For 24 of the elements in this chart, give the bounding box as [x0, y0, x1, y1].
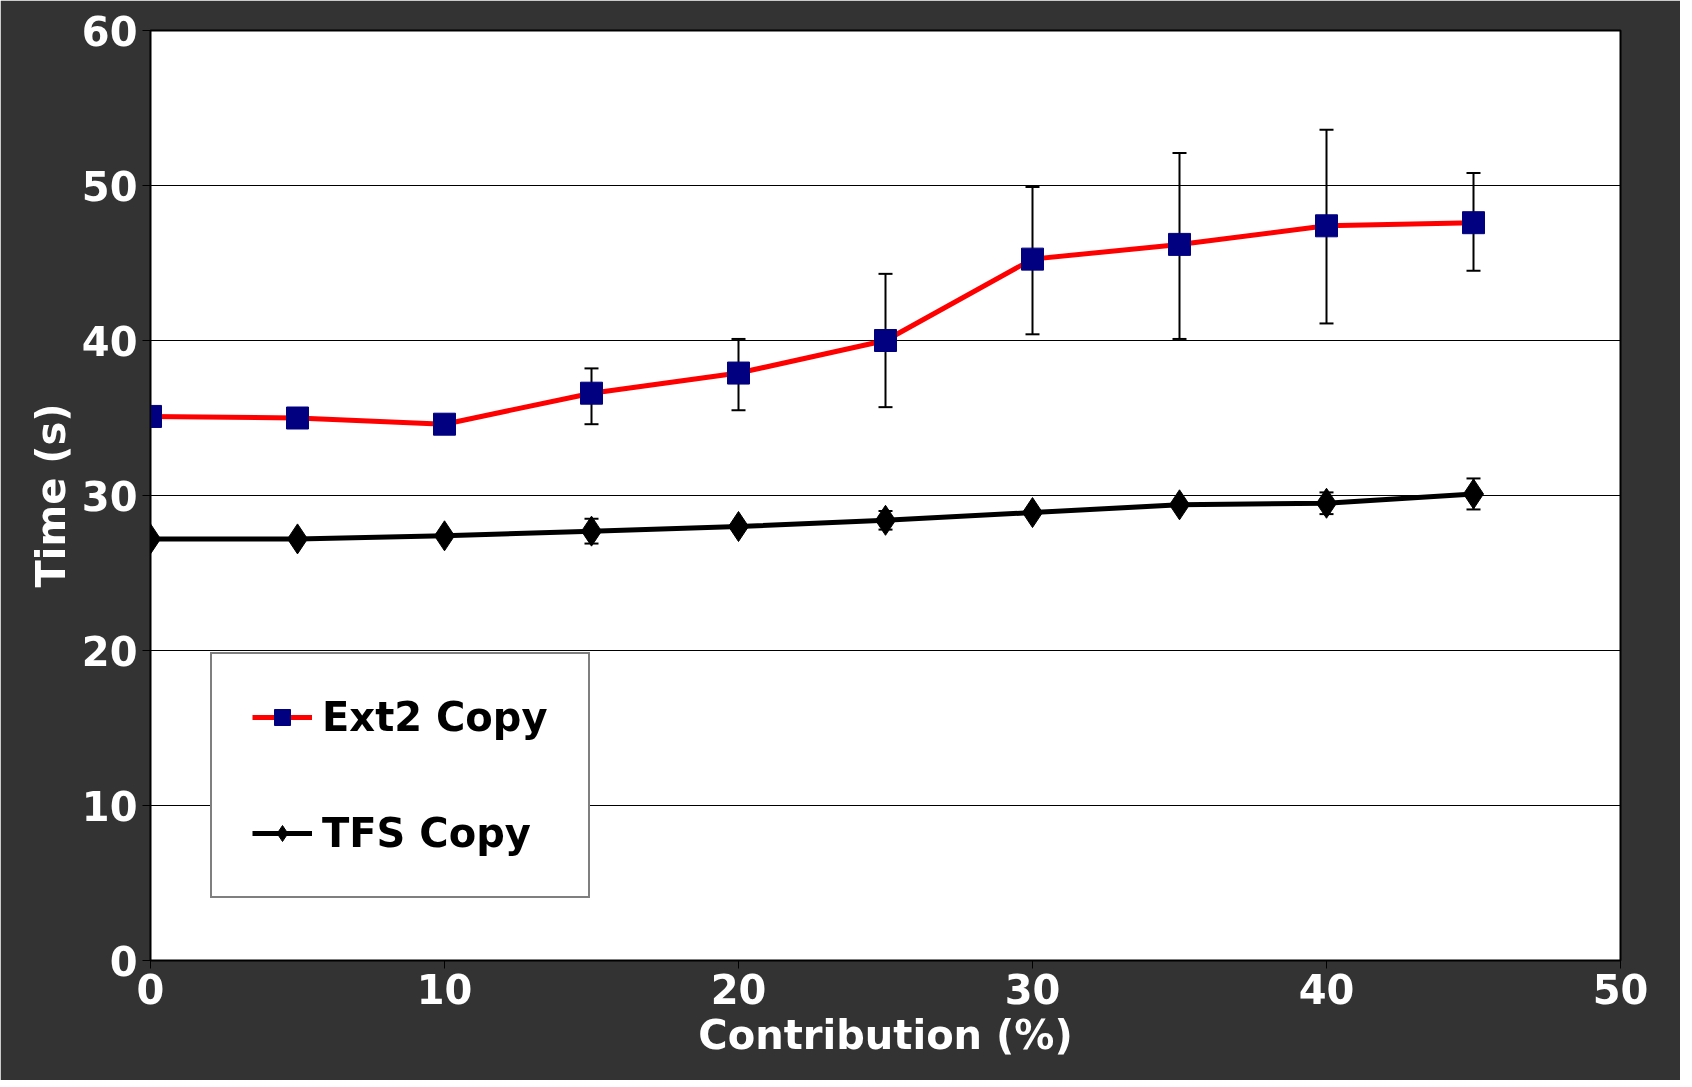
point — [580, 381, 603, 405]
x-tick-label: 30 — [1004, 966, 1061, 1013]
point — [286, 406, 309, 430]
point — [1462, 211, 1485, 235]
x-tick-label: 20 — [710, 966, 767, 1013]
y-tick-label: 50 — [81, 163, 138, 210]
point — [433, 412, 456, 436]
x-tick-label: 40 — [1298, 966, 1355, 1013]
legend-label: TFS Copy — [322, 810, 531, 856]
point — [874, 329, 897, 352]
y-tick-label: 20 — [81, 628, 138, 675]
y-axis-title: Time (s) — [27, 403, 74, 588]
y-tick-label: 40 — [81, 318, 138, 365]
point — [1168, 232, 1191, 256]
x-tick-label: 10 — [416, 966, 473, 1013]
point — [727, 361, 750, 385]
x-tick-label: 50 — [1592, 966, 1649, 1013]
y-tick-label: 10 — [81, 783, 138, 830]
y-tick-label: 60 — [81, 8, 138, 55]
point — [1021, 247, 1044, 271]
y-tick-label: 30 — [81, 473, 138, 520]
x-axis-title: Contribution (%) — [698, 1011, 1073, 1058]
legend-label: Ext2 Copy — [322, 694, 548, 740]
point — [1315, 214, 1338, 238]
